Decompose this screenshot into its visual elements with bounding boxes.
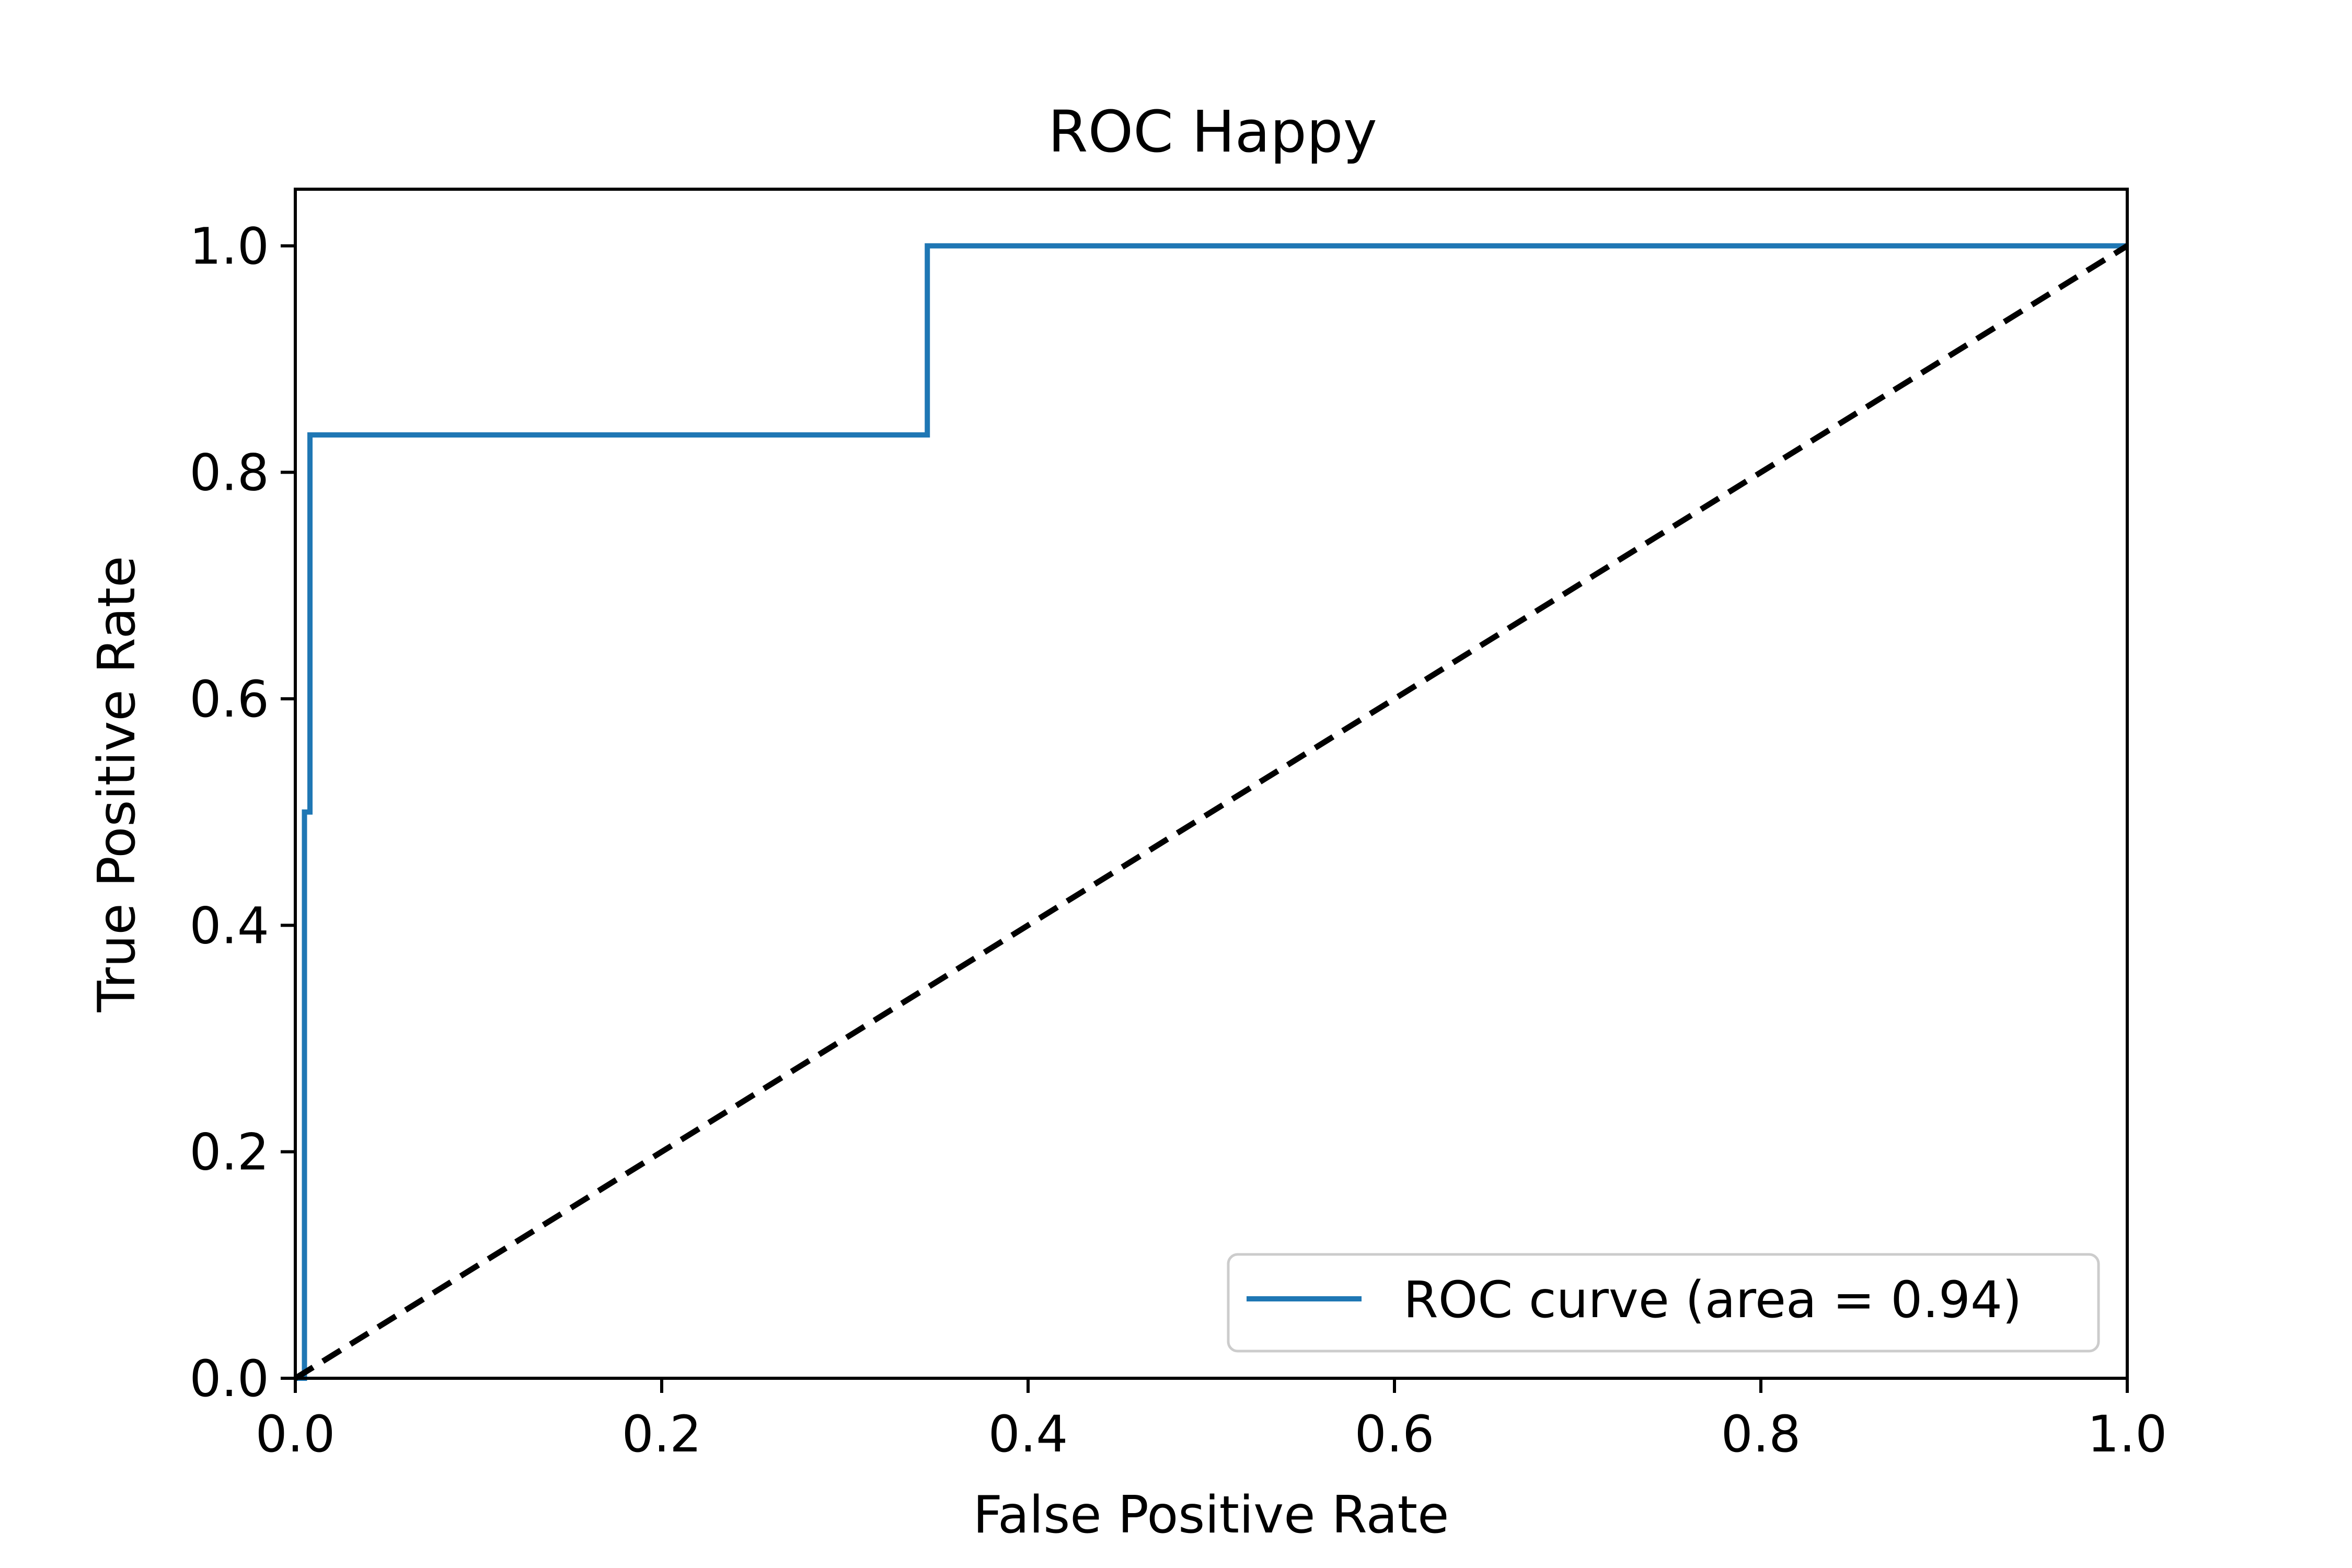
y-tick-label: 1.0 — [189, 217, 269, 275]
y-tick-label: 0.8 — [189, 444, 269, 502]
plot-frame — [294, 188, 2129, 1380]
roc-curve-line — [295, 243, 2127, 1381]
y-tick-label: 0.0 — [189, 1350, 269, 1408]
plot-area — [295, 189, 2127, 1378]
chart-title: ROC Happy — [1048, 98, 1377, 165]
series-layer — [294, 243, 2129, 1381]
x-tick-label: 0.8 — [1721, 1405, 1801, 1463]
x-axis-ticks: 0.0 0.2 0.4 0.6 0.8 1.0 — [256, 1378, 2167, 1463]
y-axis-label: True Positive Rate — [87, 556, 147, 1013]
x-axis-label: False Positive Rate — [973, 1485, 1449, 1545]
x-tick-label: 0.0 — [256, 1405, 336, 1463]
y-axis-ticks: 0.0 0.2 0.4 0.6 0.8 1.0 — [189, 217, 295, 1408]
legend-label-roc-curve: ROC curve (area = 0.94) — [1403, 1271, 2022, 1329]
x-tick-label: 1.0 — [2088, 1405, 2167, 1463]
x-tick-label: 0.4 — [988, 1405, 1068, 1463]
y-tick-label: 0.4 — [189, 896, 269, 955]
y-tick-label: 0.2 — [189, 1123, 269, 1182]
x-tick-label: 0.2 — [622, 1405, 702, 1463]
legend: ROC curve (area = 0.94) — [1227, 1253, 2100, 1353]
chance-diagonal-line — [294, 243, 2129, 1381]
legend-box — [1227, 1253, 2100, 1353]
y-tick-label: 0.6 — [189, 670, 269, 729]
x-tick-label: 0.6 — [1355, 1405, 1435, 1463]
